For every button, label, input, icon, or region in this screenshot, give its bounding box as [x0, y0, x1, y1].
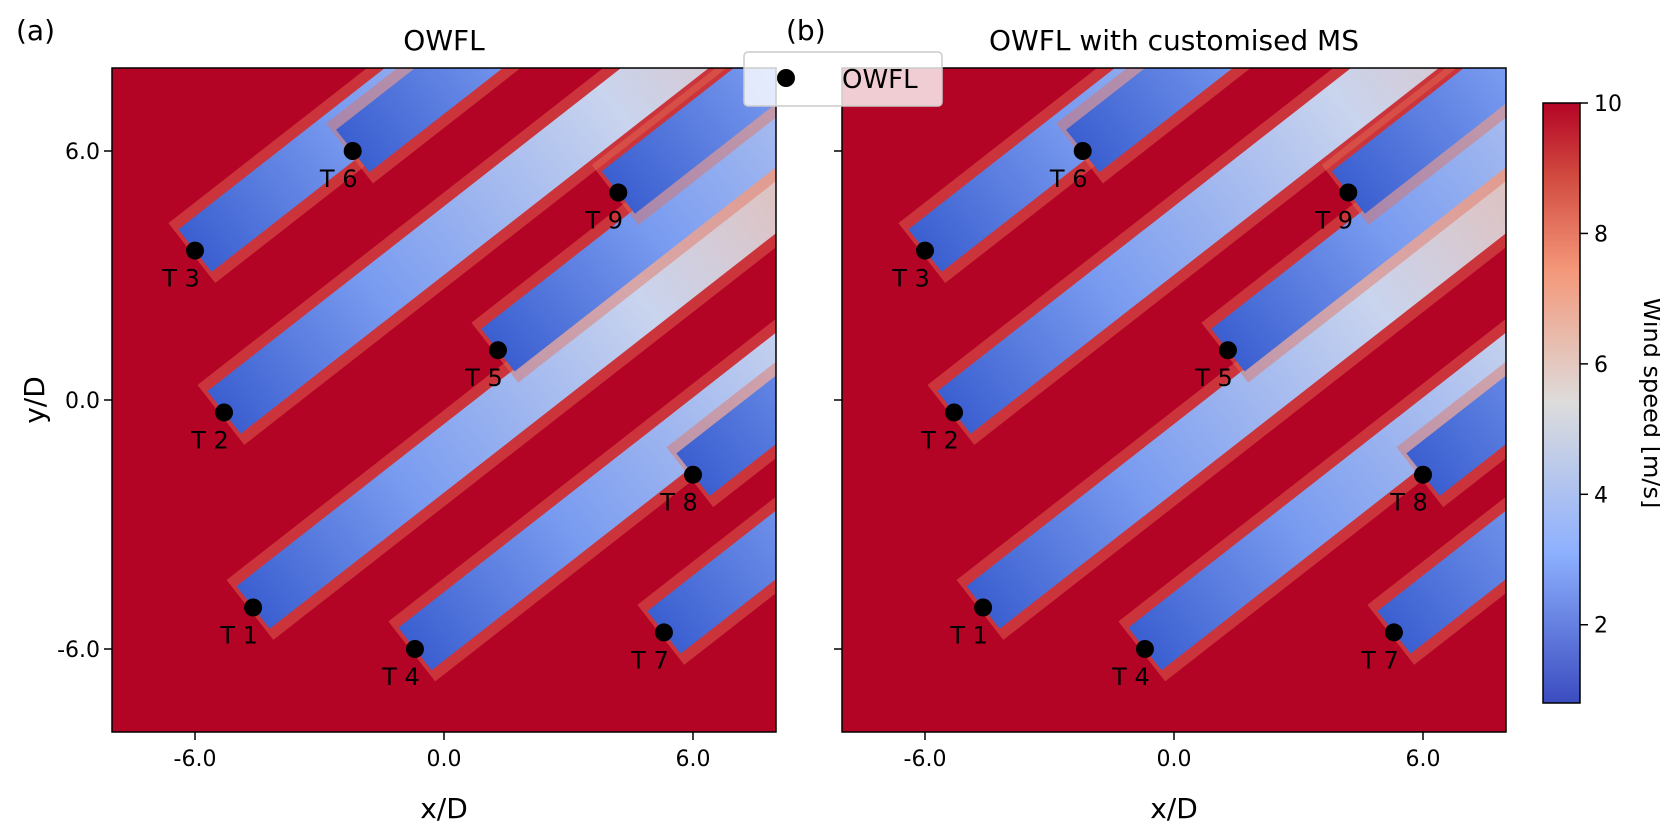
turbine-label: T 4 — [381, 663, 420, 691]
turbine-marker — [1218, 341, 1237, 360]
wake-core — [207, 68, 776, 434]
wake-t4 — [1118, 68, 1506, 682]
panel-b-title: OWFL with customised MS — [989, 24, 1359, 57]
colorbar: 10 8 6 4 2 Wind speed [m/s] — [1542, 92, 1660, 704]
turbine-marker — [916, 241, 934, 260]
turbine-label: T 6 — [319, 165, 358, 193]
wake-core — [236, 68, 776, 629]
panel-b: -6.0 0.0 6.0 T 1 T 2 T 3 T 4 T 5 T 6 T 7 T 8 T 9 (… — [786, 14, 1507, 825]
wake-core — [1211, 68, 1506, 372]
ticks-a: -6.0 0.0 6.0 6.0 0.0 -6.0 — [57, 140, 710, 772]
turbine-label: T 4 — [1111, 663, 1150, 691]
wake-t5 — [1201, 68, 1506, 383]
turbine-label: T 5 — [464, 364, 503, 392]
turbine-marker — [654, 623, 673, 642]
wake-core — [398, 68, 776, 671]
turbine-marker — [609, 183, 628, 202]
turbine-label: T 1 — [949, 622, 988, 650]
turbines-a: T 1 T 2 T 3 T 4 T 5 T 6 T 7 T 8 T 9 — [161, 142, 702, 691]
wake-t1 — [226, 68, 776, 640]
colorbar-tick-label: 6 — [1594, 353, 1608, 378]
turbine-label: T 9 — [585, 207, 624, 235]
legend-marker — [777, 69, 795, 87]
turbine-marker — [343, 142, 362, 160]
colorbar-tick-label: 8 — [1594, 222, 1608, 247]
turbine-marker — [405, 640, 424, 658]
colorbar-label: Wind speed [m/s] — [1638, 298, 1660, 509]
y-tick-label: 6.0 — [65, 140, 100, 165]
panel-a-tag: (a) — [16, 14, 55, 47]
x-tick-label: 6.0 — [676, 747, 711, 772]
y-tick-label: -6.0 — [57, 638, 100, 663]
turbine-label: T 7 — [1360, 646, 1399, 674]
turbine-marker — [945, 403, 964, 422]
turbine-marker — [1135, 640, 1154, 658]
turbine-marker — [1339, 183, 1358, 202]
turbine-marker — [186, 241, 204, 260]
wakes-a — [168, 68, 776, 682]
turbine-label: T 2 — [190, 426, 229, 454]
turbine-label: T 8 — [1389, 489, 1428, 517]
panel-a-xlabel: x/D — [420, 792, 468, 825]
colorbar-ticks: 10 8 6 4 2 — [1580, 92, 1622, 639]
wake-t1 — [956, 68, 1506, 640]
colorbar-tick-label: 4 — [1594, 483, 1608, 508]
wake-t2 — [197, 68, 776, 445]
wake-t5 — [471, 68, 776, 383]
x-tick-label: 0.0 — [1157, 747, 1192, 772]
turbine-marker — [1073, 142, 1092, 160]
turbine-marker — [974, 598, 993, 617]
x-tick-label: 0.0 — [427, 747, 462, 772]
turbine-label: T 1 — [219, 622, 258, 650]
wake-t2 — [927, 68, 1506, 445]
turbine-label: T 3 — [161, 265, 200, 293]
legend-box — [743, 51, 943, 107]
wake-core — [481, 68, 776, 372]
turbine-marker — [1384, 623, 1403, 642]
colorbar-gradient — [1542, 102, 1581, 704]
panel-a-title: OWFL — [403, 24, 485, 57]
ticks-b: -6.0 0.0 6.0 — [834, 150, 1441, 772]
turbine-label: T 2 — [920, 426, 959, 454]
x-tick-label: -6.0 — [174, 747, 217, 772]
x-tick-label: -6.0 — [904, 747, 947, 772]
wake-t4 — [388, 68, 776, 682]
wake-core — [937, 68, 1506, 434]
turbine-marker — [684, 465, 702, 484]
panel-b-xlabel: x/D — [1150, 792, 1198, 825]
turbine-label: T 8 — [659, 489, 698, 517]
colorbar-tick-label: 2 — [1594, 614, 1608, 639]
y-tick-label: 0.0 — [65, 389, 100, 414]
turbine-label: T 5 — [1194, 364, 1233, 392]
turbine-label: T 9 — [1315, 207, 1354, 235]
turbine-marker — [488, 341, 507, 360]
panel-a: -6.0 0.0 6.06.00.0-6.0 T 1T 2T 3T 4T 5T 6T… — [16, 14, 777, 825]
turbine-label: T 6 — [1049, 165, 1088, 193]
colorbar-tick-label: 10 — [1594, 92, 1622, 117]
wakes-b — [898, 68, 1506, 682]
turbine-marker — [215, 403, 234, 422]
panel-a-ylabel: y/D — [18, 376, 51, 424]
turbine-label: T 7 — [630, 646, 669, 674]
wake-core — [1128, 68, 1506, 671]
x-tick-label: 6.0 — [1406, 747, 1441, 772]
panel-b-tag: (b) — [786, 14, 826, 47]
legend: OWFL — [743, 51, 943, 107]
turbine-label: T 3 — [891, 265, 930, 293]
legend-label: OWFL — [842, 65, 918, 95]
turbines-b: T 1 T 2 T 3 T 4 T 5 T 6 T 7 T 8 T 9 — [891, 142, 1432, 691]
turbine-marker — [244, 598, 263, 617]
wake-core — [966, 68, 1506, 629]
turbine-marker — [1414, 465, 1432, 484]
